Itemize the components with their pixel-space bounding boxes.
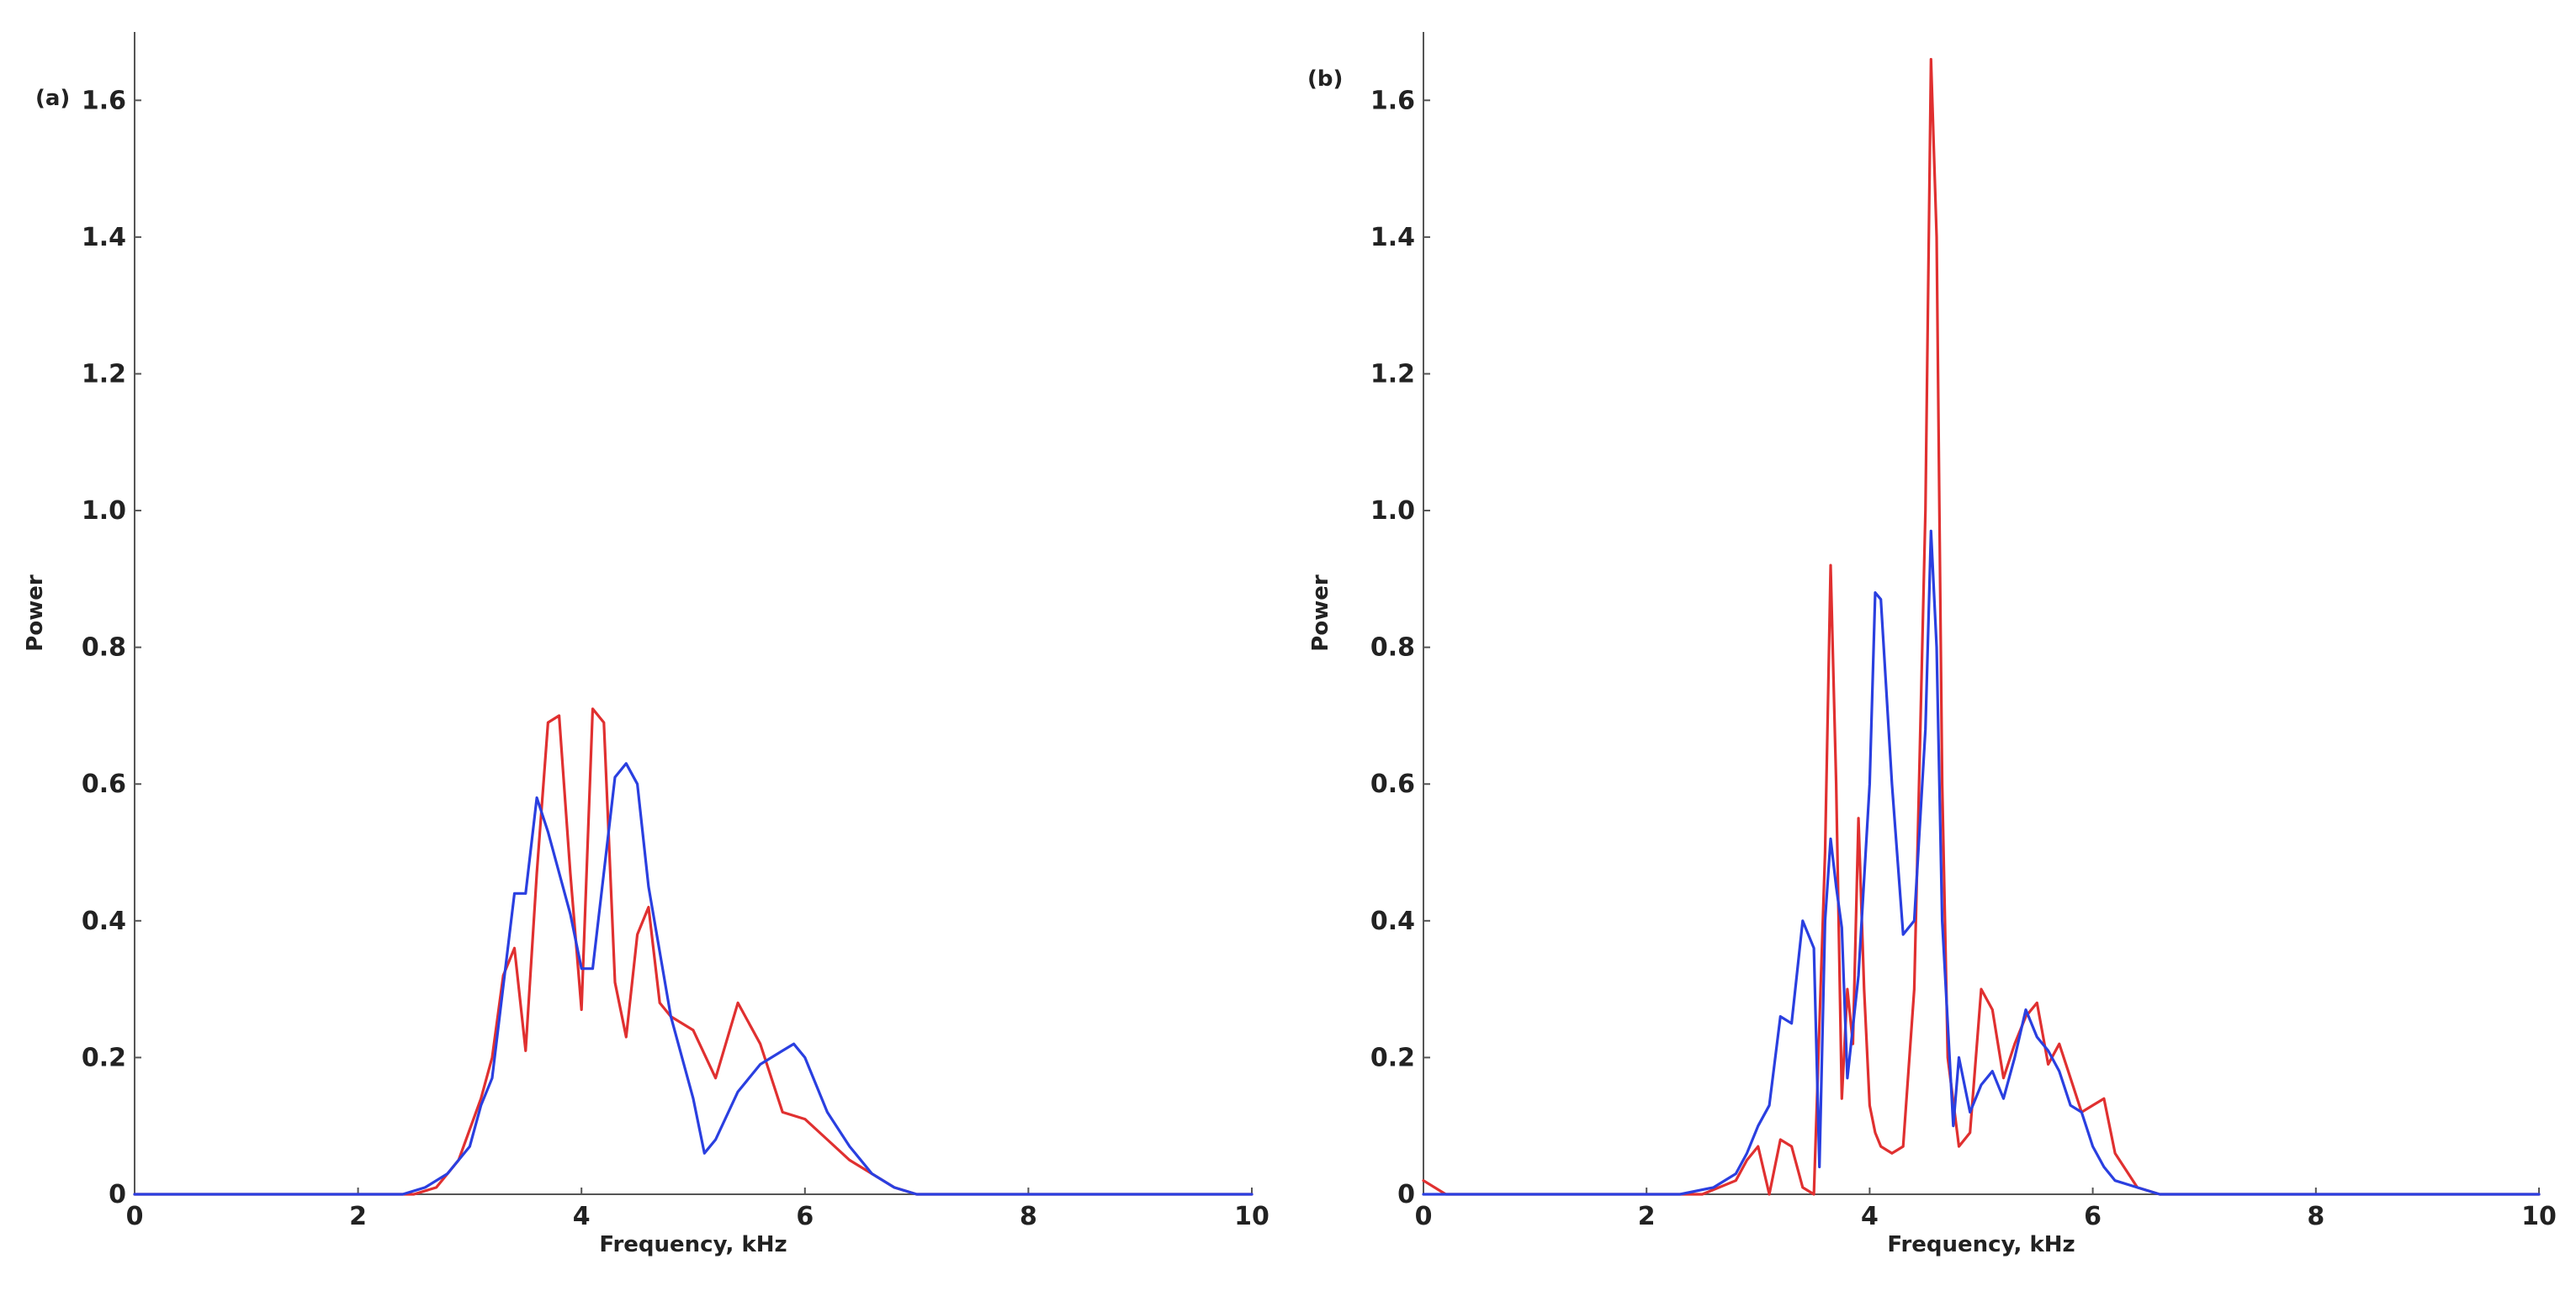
x-axis-title: Frequency, kHz	[599, 1232, 787, 1257]
y-tick-label: 0.4	[82, 907, 126, 936]
y-tick-label: 1.4	[82, 223, 126, 252]
y-tick-label: 0	[109, 1180, 126, 1209]
x-tick-label: 10	[1234, 1202, 1269, 1231]
y-tick-label: 0.8	[1370, 633, 1415, 663]
y-tick-label: 0.2	[82, 1043, 126, 1072]
y-tick-label: 0.6	[1370, 770, 1415, 799]
x-axis-title: Frequency, kHz	[1887, 1232, 2075, 1257]
x-tick-label: 6	[2084, 1202, 2102, 1231]
chart-panel-a: 0 0.2 0.4 0.6 0.8 1.0 1.2 1.4 1.6 0 2 4 6 8 10 Frequenc…	[23, 32, 1269, 1257]
y-tick-label: 1.2	[1370, 359, 1415, 389]
y-tick-label: 0.8	[82, 633, 126, 663]
x-tick-label: 6	[796, 1202, 814, 1231]
y-tick-label: 1.6	[1370, 86, 1415, 115]
x-tick-label: 0	[126, 1202, 144, 1231]
y-tick-label: 1.0	[1370, 496, 1415, 526]
panel-label: (b)	[1307, 66, 1343, 92]
y-tick-label: 1.6	[82, 86, 126, 115]
series-line-red	[1422, 57, 2541, 1196]
y-axis-title: Power	[1308, 574, 1333, 652]
y-tick-label: 0	[1397, 1180, 1415, 1209]
x-tick-label: 8	[2307, 1202, 2324, 1231]
chart-panel-b: 0 0.2 0.4 0.6 0.8 1.0 1.2 1.4 1.6 0 2 4 6 8 10 Frequenc…	[1307, 32, 2557, 1257]
y-axis-title: Power	[23, 574, 48, 652]
y-tick-label: 0.2	[1370, 1043, 1415, 1072]
series-line-blue	[133, 762, 1254, 1196]
y-tick-label: 0.4	[1370, 907, 1415, 936]
x-tick-label: 10	[2521, 1202, 2557, 1231]
y-tick-label: 1.0	[82, 496, 126, 526]
x-tick-label: 2	[1638, 1202, 1656, 1231]
x-tick-label: 0	[1415, 1202, 1433, 1231]
y-tick-label: 1.4	[1370, 223, 1415, 252]
x-tick-label: 2	[349, 1202, 367, 1231]
x-tick-label: 4	[1861, 1202, 1879, 1231]
x-tick-label: 8	[1020, 1202, 1037, 1231]
y-tick-label: 0.6	[82, 770, 126, 799]
series-line-red	[133, 707, 1254, 1196]
y-tick-label: 1.2	[82, 359, 126, 389]
series-line-blue	[1422, 529, 2541, 1196]
panel-label: (a)	[35, 86, 70, 111]
x-tick-label: 4	[573, 1202, 591, 1231]
